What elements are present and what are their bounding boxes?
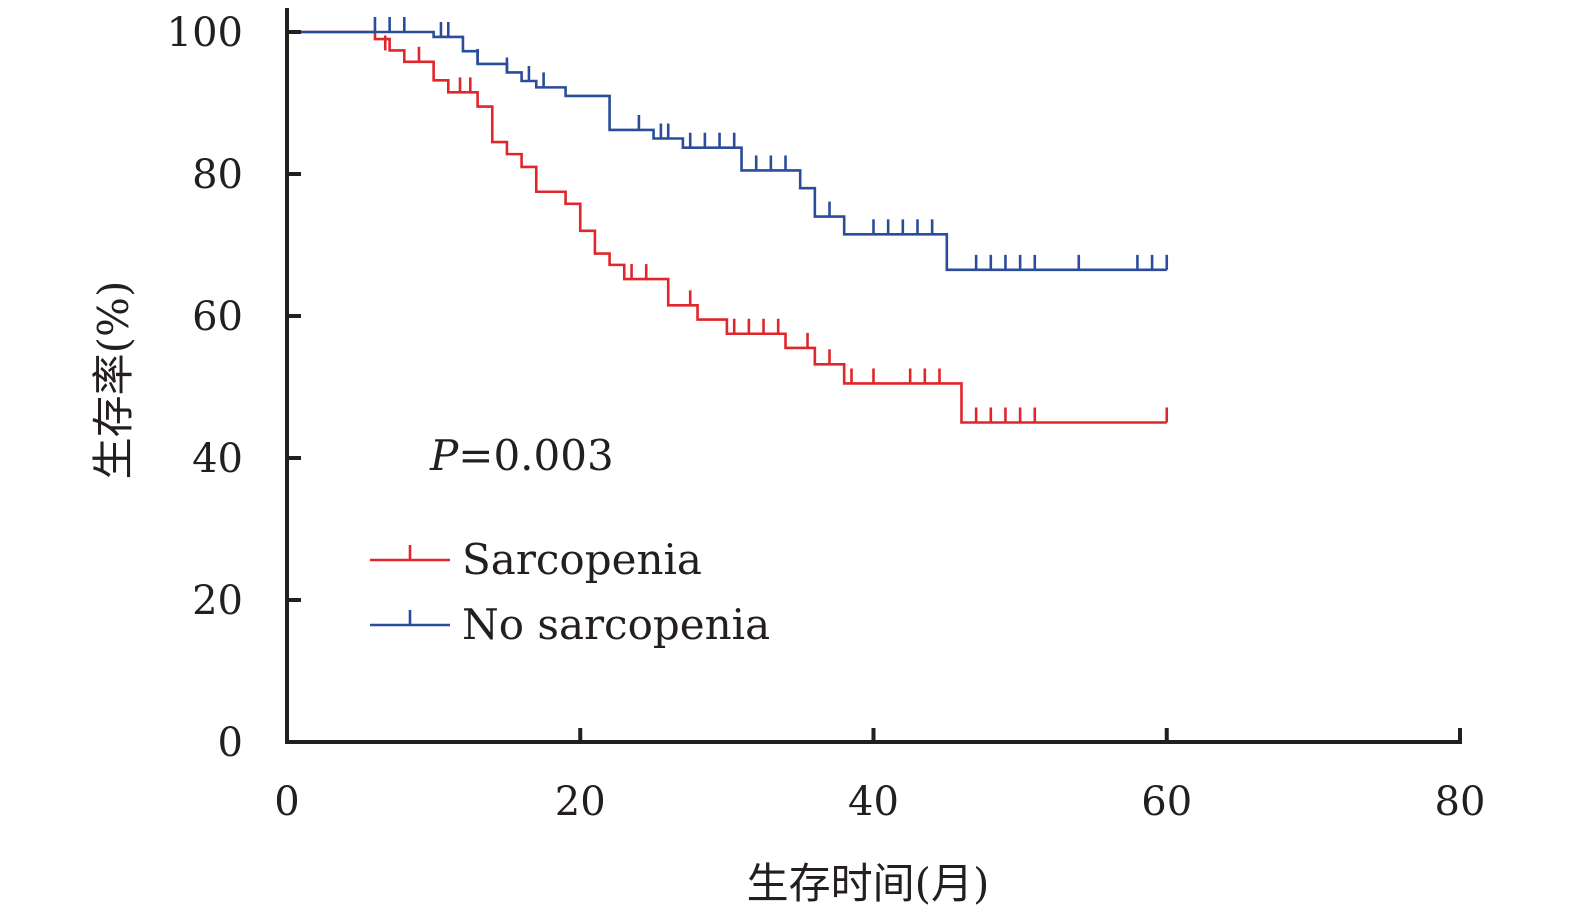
x-tick-label: 0 bbox=[274, 779, 299, 825]
y-tick-label: 80 bbox=[192, 152, 243, 198]
x-tick-label: 20 bbox=[555, 779, 606, 825]
plot-area bbox=[287, 17, 1169, 424]
p-value-number: =0.003 bbox=[458, 431, 613, 480]
x-tick-label: 40 bbox=[848, 779, 899, 825]
x-axis-title: 生存时间(月) bbox=[747, 859, 990, 908]
y-tick-label: 100 bbox=[167, 10, 243, 56]
axis-ticks: 0 20 40 60 80 100 0 20 40 60 80 bbox=[167, 10, 1486, 825]
legend: Sarcopenia No sarcopenia bbox=[370, 535, 770, 649]
legend-label-sarcopenia: Sarcopenia bbox=[462, 535, 702, 584]
series-no-sarcopenia bbox=[287, 17, 1169, 272]
survival-curve-no-sarcopenia bbox=[287, 30, 1167, 272]
survival-curve-sarcopenia bbox=[287, 30, 1167, 424]
y-axis-title: 生存率(%) bbox=[89, 281, 138, 480]
legend-label-no-sarcopenia: No sarcopenia bbox=[462, 600, 770, 649]
p-value-annotation: P=0.003 bbox=[429, 431, 614, 480]
y-tick-label: 60 bbox=[192, 294, 243, 340]
y-tick-label: 0 bbox=[218, 720, 243, 766]
x-tick-label: 60 bbox=[1141, 779, 1192, 825]
legend-item-no-sarcopenia: No sarcopenia bbox=[370, 600, 770, 649]
x-tick-label: 80 bbox=[1435, 779, 1486, 825]
legend-item-sarcopenia: Sarcopenia bbox=[370, 535, 702, 584]
y-tick-label: 20 bbox=[192, 578, 243, 624]
y-tick-label: 40 bbox=[192, 436, 243, 482]
p-value-symbol: P bbox=[429, 431, 459, 480]
series-sarcopenia bbox=[287, 30, 1169, 424]
